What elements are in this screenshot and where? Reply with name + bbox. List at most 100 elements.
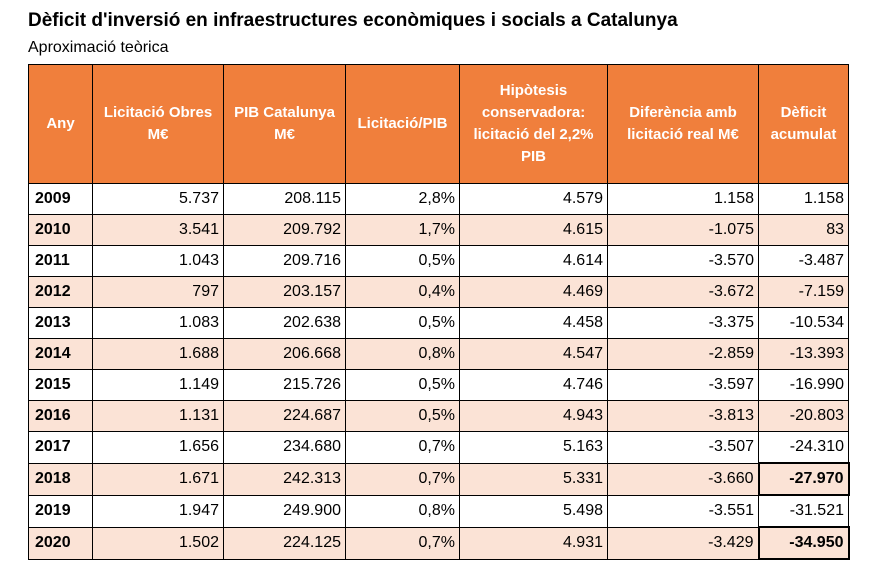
- cell-pib-catalunya: 209.792: [223, 214, 346, 246]
- cell-hipotesis: 4.615: [459, 214, 608, 246]
- cell-deficit-acumulat: 1.158: [758, 183, 849, 215]
- cell-hipotesis: 4.746: [459, 369, 608, 401]
- cell-licitacio-obres: 1.688: [92, 338, 224, 370]
- cell-pib-catalunya: 215.726: [223, 369, 346, 401]
- cell-licitacio-pib: 0,5%: [345, 245, 460, 277]
- table-row: 2020 1.502 224.125 0,7% 4.931 -3.429 -34.950: [28, 526, 850, 560]
- cell-diferencia: -1.075: [607, 214, 759, 246]
- table-row: 2016 1.131 224.687 0,5% 4.943 -3.813 -20.803: [28, 400, 849, 432]
- cell-year: 2012: [28, 276, 93, 308]
- cell-deficit-acumulat: -27.970: [757, 462, 850, 496]
- cell-pib-catalunya: 224.687: [223, 400, 346, 432]
- table-body: 2009 5.737 208.115 2,8% 4.579 1.158 1.158 2010 3…: [28, 183, 850, 560]
- cell-pib-catalunya: 224.125: [223, 526, 346, 560]
- cell-diferencia: -3.375: [607, 307, 759, 339]
- table-row: 2012 797 203.157 0,4% 4.469 -3.672 -7.159: [28, 276, 849, 308]
- header-licitacio-pib: Licitació/PIB: [345, 64, 460, 184]
- cell-licitacio-pib: 1,7%: [345, 214, 460, 246]
- cell-pib-catalunya: 206.668: [223, 338, 346, 370]
- table-row: 2014 1.688 206.668 0,8% 4.547 -2.859 -13.393: [28, 338, 849, 370]
- table-header-row: Any Licitació Obres M€ PIB Catalunya M€ …: [28, 64, 849, 184]
- cell-year: 2010: [28, 214, 93, 246]
- cell-hipotesis: 5.331: [459, 462, 608, 496]
- page-subtitle: Aproximació teòrica: [28, 39, 169, 56]
- cell-diferencia: -3.672: [607, 276, 759, 308]
- cell-licitacio-obres: 1.656: [92, 431, 224, 464]
- header-diferencia: Diferència amb licitació real M€: [607, 64, 759, 184]
- cell-year: 2017: [28, 431, 93, 464]
- cell-licitacio-obres: 1.502: [92, 526, 224, 560]
- cell-hipotesis: 4.547: [459, 338, 608, 370]
- cell-licitacio-pib: 0,7%: [345, 462, 460, 496]
- cell-hipotesis: 4.614: [459, 245, 608, 277]
- cell-licitacio-obres: 1.131: [92, 400, 224, 432]
- cell-licitacio-pib: 0,5%: [345, 400, 460, 432]
- cell-pib-catalunya: 203.157: [223, 276, 346, 308]
- cell-licitacio-obres: 1.149: [92, 369, 224, 401]
- cell-year: 2015: [28, 369, 93, 401]
- cell-diferencia: -3.429: [607, 526, 759, 560]
- cell-licitacio-pib: 0,4%: [345, 276, 460, 308]
- cell-diferencia: -3.551: [607, 494, 759, 528]
- cell-deficit-acumulat: -3.487: [758, 245, 849, 277]
- cell-hipotesis: 4.469: [459, 276, 608, 308]
- cell-licitacio-pib: 0,7%: [345, 526, 460, 560]
- header-hipotesis-conservadora: Hipòtesis conservadora: licitació del 2,…: [459, 64, 608, 184]
- cell-pib-catalunya: 242.313: [223, 462, 346, 496]
- cell-licitacio-pib: 0,5%: [345, 369, 460, 401]
- cell-year: 2019: [28, 494, 93, 528]
- cell-deficit-acumulat: -13.393: [758, 338, 849, 370]
- cell-diferencia: 1.158: [607, 183, 759, 215]
- cell-year: 2018: [28, 462, 93, 496]
- page-title: Dèficit d'inversió en infraestructures e…: [28, 10, 678, 31]
- cell-pib-catalunya: 209.716: [223, 245, 346, 277]
- table-row: 2015 1.149 215.726 0,5% 4.746 -3.597 -16.990: [28, 369, 849, 401]
- table-row: 2017 1.656 234.680 0,7% 5.163 -3.507 -24.310: [28, 431, 849, 464]
- cell-licitacio-obres: 797: [92, 276, 224, 308]
- cell-licitacio-obres: 1.671: [92, 462, 224, 496]
- header-any: Any: [28, 64, 93, 184]
- header-deficit-acumulat: Dèficit acumulat: [758, 64, 849, 184]
- cell-hipotesis: 4.458: [459, 307, 608, 339]
- cell-year: 2020: [28, 526, 93, 560]
- cell-deficit-acumulat: 83: [758, 214, 849, 246]
- cell-licitacio-pib: 0,8%: [345, 338, 460, 370]
- table-row: 2018 1.671 242.313 0,7% 5.331 -3.660 -27.970: [28, 462, 850, 496]
- deficit-table: Any Licitació Obres M€ PIB Catalunya M€ …: [28, 64, 850, 560]
- header-pib-catalunya: PIB Catalunya M€: [223, 64, 346, 184]
- cell-pib-catalunya: 234.680: [223, 431, 346, 464]
- cell-licitacio-obres: 1.043: [92, 245, 224, 277]
- table-row: 2013 1.083 202.638 0,5% 4.458 -3.375 -10.534: [28, 307, 849, 339]
- cell-diferencia: -3.660: [607, 462, 759, 496]
- cell-year: 2016: [28, 400, 93, 432]
- cell-diferencia: -3.813: [607, 400, 759, 432]
- cell-licitacio-obres: 5.737: [92, 183, 224, 215]
- cell-pib-catalunya: 208.115: [223, 183, 346, 215]
- cell-hipotesis: 4.931: [459, 526, 608, 560]
- cell-deficit-acumulat: -34.950: [757, 526, 850, 560]
- cell-diferencia: -3.507: [607, 431, 759, 464]
- header-licitacio-obres: Licitació Obres M€: [92, 64, 224, 184]
- cell-hipotesis: 5.498: [459, 494, 608, 528]
- cell-diferencia: -3.597: [607, 369, 759, 401]
- cell-licitacio-pib: 0,5%: [345, 307, 460, 339]
- table-row: 2009 5.737 208.115 2,8% 4.579 1.158 1.158: [28, 183, 849, 215]
- cell-licitacio-obres: 3.541: [92, 214, 224, 246]
- cell-pib-catalunya: 249.900: [223, 494, 346, 528]
- table-row: 2011 1.043 209.716 0,5% 4.614 -3.570 -3.487: [28, 245, 849, 277]
- cell-hipotesis: 4.579: [459, 183, 608, 215]
- cell-deficit-acumulat: -16.990: [758, 369, 849, 401]
- cell-licitacio-pib: 2,8%: [345, 183, 460, 215]
- cell-licitacio-obres: 1.947: [92, 494, 224, 528]
- cell-diferencia: -2.859: [607, 338, 759, 370]
- cell-year: 2013: [28, 307, 93, 339]
- cell-year: 2011: [28, 245, 93, 277]
- cell-deficit-acumulat: -31.521: [758, 494, 849, 528]
- table-row: 2010 3.541 209.792 1,7% 4.615 -1.075 83: [28, 214, 849, 246]
- cell-year: 2009: [28, 183, 93, 215]
- cell-hipotesis: 4.943: [459, 400, 608, 432]
- cell-deficit-acumulat: -7.159: [758, 276, 849, 308]
- table-row: 2019 1.947 249.900 0,8% 5.498 -3.551 -31.521: [28, 494, 849, 528]
- cell-diferencia: -3.570: [607, 245, 759, 277]
- cell-licitacio-obres: 1.083: [92, 307, 224, 339]
